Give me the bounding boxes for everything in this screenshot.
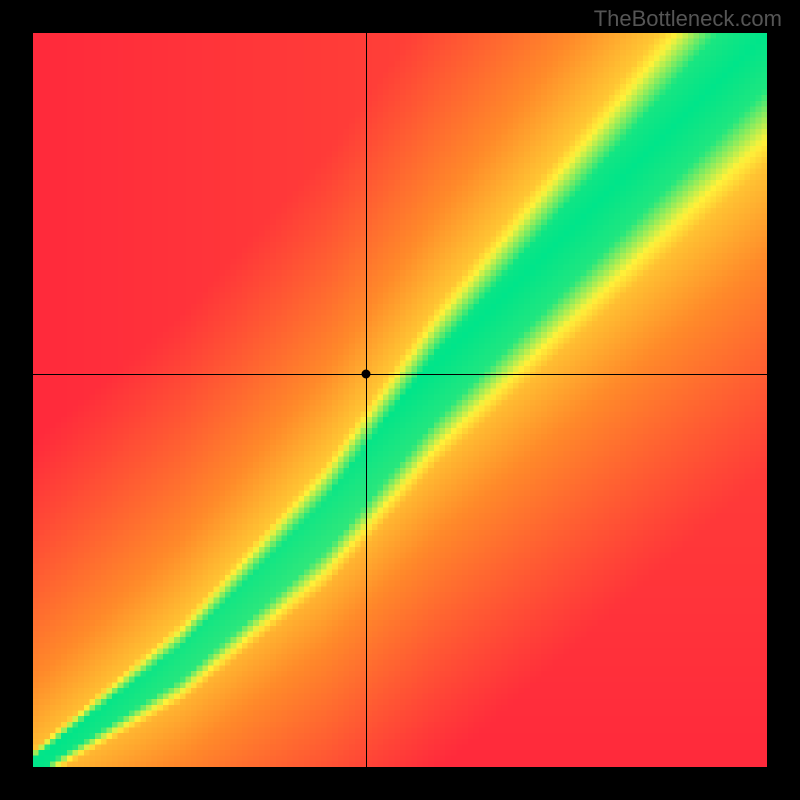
watermark-text: TheBottleneck.com [594, 6, 782, 32]
heatmap-canvas [33, 33, 767, 767]
crosshair-horizontal [33, 374, 767, 375]
chart-container: TheBottleneck.com [0, 0, 800, 800]
crosshair-vertical [366, 33, 367, 767]
plot-area [33, 33, 767, 767]
crosshair-point [361, 370, 370, 379]
